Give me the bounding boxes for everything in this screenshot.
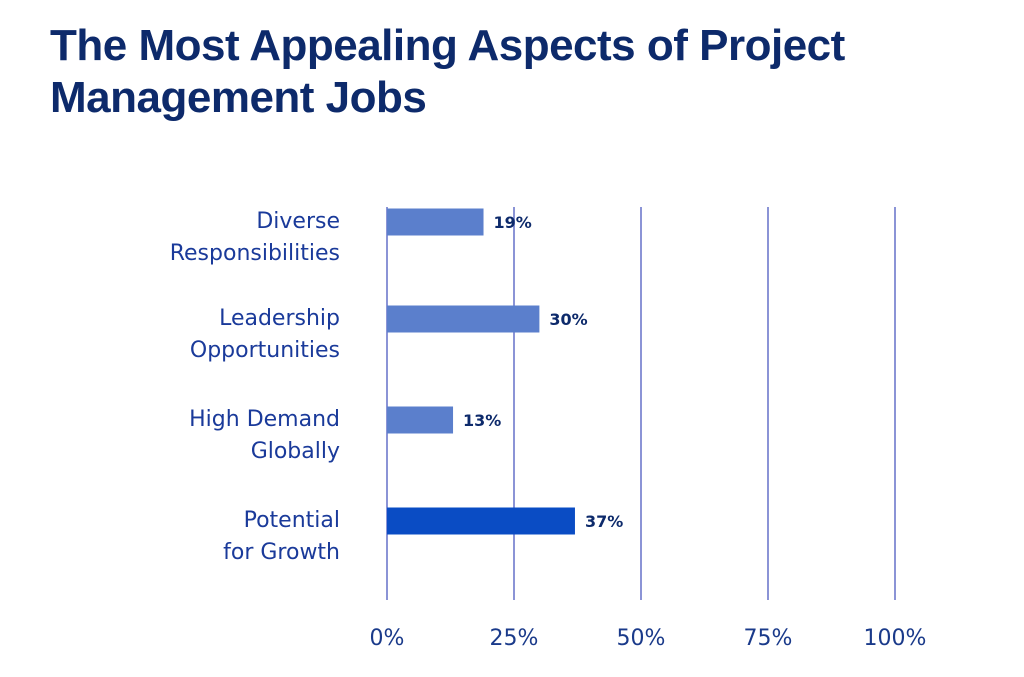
category-label-line: Potential bbox=[244, 508, 340, 533]
category-label-line: Diverse bbox=[256, 209, 340, 234]
category-label: Potential for Growth bbox=[223, 508, 340, 565]
bar-leadership-opportunities bbox=[387, 305, 540, 333]
category-label: Leadership Opportunities bbox=[190, 306, 340, 363]
value-label: 19% bbox=[494, 213, 532, 232]
category-label: Diverse Responsibilities bbox=[170, 209, 340, 266]
bar-high-demand-globally bbox=[387, 406, 454, 434]
bar-diverse-responsibilities bbox=[387, 208, 484, 236]
x-tick-label: 75% bbox=[744, 626, 793, 651]
category-label-line: for Growth bbox=[223, 540, 340, 565]
x-tick-label: 50% bbox=[617, 626, 666, 651]
category-label-line: Leadership bbox=[219, 306, 340, 331]
category-label-line: Globally bbox=[251, 439, 340, 464]
x-tick-label: 25% bbox=[490, 626, 539, 651]
category-label-line: High Demand bbox=[189, 407, 340, 432]
value-label: 13% bbox=[463, 411, 501, 430]
x-tick-label: 0% bbox=[370, 626, 405, 651]
x-tick-label: 100% bbox=[864, 626, 927, 651]
category-label-line: Responsibilities bbox=[170, 241, 340, 266]
value-label: 30% bbox=[549, 310, 587, 329]
category-label-line: Opportunities bbox=[190, 338, 340, 363]
value-label: 37% bbox=[585, 512, 623, 531]
bar-potential-for-growth bbox=[387, 507, 575, 535]
category-label: High Demand Globally bbox=[189, 407, 340, 464]
chart-title: The Most Appealing Aspects of Project Ma… bbox=[50, 21, 845, 122]
